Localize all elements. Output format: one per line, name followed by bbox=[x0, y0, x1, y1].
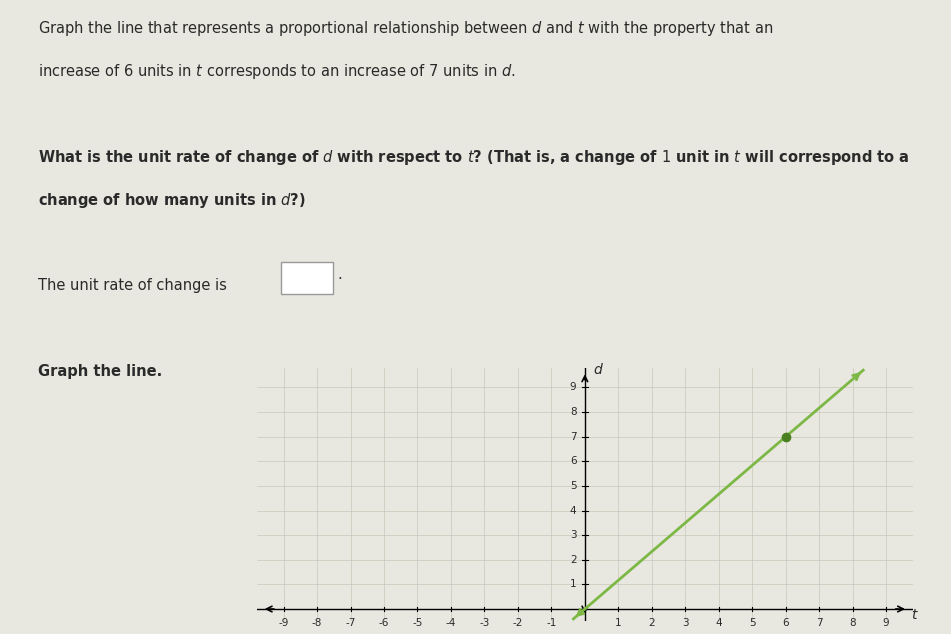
Text: -2: -2 bbox=[513, 618, 523, 628]
FancyBboxPatch shape bbox=[281, 262, 333, 294]
Text: What is the unit rate of change of $d$ with respect to $t$? (That is, a change o: What is the unit rate of change of $d$ w… bbox=[38, 148, 909, 167]
Text: -5: -5 bbox=[413, 618, 422, 628]
Text: 6: 6 bbox=[570, 456, 576, 466]
Text: 9: 9 bbox=[883, 618, 889, 628]
Text: 5: 5 bbox=[570, 481, 576, 491]
Text: 3: 3 bbox=[570, 530, 576, 540]
Text: 2: 2 bbox=[570, 555, 576, 565]
Text: 5: 5 bbox=[749, 618, 756, 628]
Text: -7: -7 bbox=[345, 618, 356, 628]
Text: increase of 6 units in $t$ corresponds to an increase of 7 units in $d$.: increase of 6 units in $t$ corresponds t… bbox=[38, 62, 515, 81]
Text: change of how many units in $d$?): change of how many units in $d$?) bbox=[38, 191, 306, 210]
Text: 1: 1 bbox=[615, 618, 622, 628]
Text: Graph the line.: Graph the line. bbox=[38, 364, 163, 379]
Text: -4: -4 bbox=[446, 618, 456, 628]
Text: .: . bbox=[338, 267, 342, 282]
Text: -8: -8 bbox=[312, 618, 322, 628]
Text: 4: 4 bbox=[570, 505, 576, 515]
Text: 8: 8 bbox=[849, 618, 856, 628]
Text: 7: 7 bbox=[570, 432, 576, 442]
Text: 2: 2 bbox=[649, 618, 655, 628]
Text: 1: 1 bbox=[570, 579, 576, 590]
Text: -6: -6 bbox=[378, 618, 389, 628]
Text: The unit rate of change is: The unit rate of change is bbox=[38, 278, 227, 293]
Text: 8: 8 bbox=[570, 407, 576, 417]
Text: -3: -3 bbox=[479, 618, 490, 628]
Text: 6: 6 bbox=[783, 618, 789, 628]
Text: 4: 4 bbox=[715, 618, 722, 628]
Text: -1: -1 bbox=[546, 618, 556, 628]
Text: d: d bbox=[593, 363, 602, 377]
Text: -9: -9 bbox=[279, 618, 289, 628]
Text: 9: 9 bbox=[570, 382, 576, 392]
Text: 7: 7 bbox=[816, 618, 823, 628]
Text: t: t bbox=[911, 608, 917, 622]
Text: Graph the line that represents a proportional relationship between $d$ and $t$ w: Graph the line that represents a proport… bbox=[38, 19, 773, 38]
Text: 3: 3 bbox=[682, 618, 689, 628]
